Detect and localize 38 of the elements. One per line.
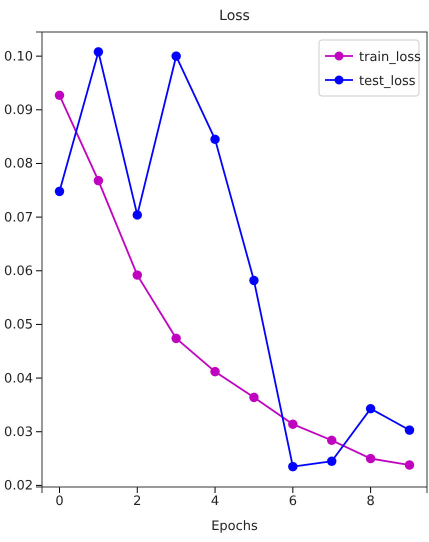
y-tick-label: 0.03 bbox=[4, 424, 33, 440]
point bbox=[366, 404, 376, 414]
y-tick-label: 0.10 bbox=[4, 49, 33, 64]
x-tick-label: 8 bbox=[366, 494, 375, 510]
point bbox=[249, 392, 259, 402]
point bbox=[404, 460, 414, 470]
point bbox=[132, 270, 142, 280]
x-tick-label: 4 bbox=[210, 494, 220, 510]
y-tick-label: 0.09 bbox=[4, 102, 33, 118]
x-tick-label: 6 bbox=[288, 494, 297, 510]
y-tick-label: 0.07 bbox=[4, 210, 33, 226]
point bbox=[54, 186, 64, 196]
point bbox=[288, 420, 298, 429]
point bbox=[249, 276, 259, 286]
point bbox=[404, 425, 414, 435]
point bbox=[132, 210, 142, 220]
point bbox=[327, 436, 336, 446]
point bbox=[327, 456, 336, 466]
legend-label: test_loss bbox=[359, 74, 416, 89]
x-tick-label: 2 bbox=[133, 494, 142, 510]
point bbox=[94, 176, 104, 186]
point bbox=[210, 134, 220, 144]
y-tick-label: 0.08 bbox=[4, 156, 33, 172]
y-tick-label: 0.02 bbox=[4, 478, 33, 494]
legend-label: train_loss bbox=[359, 50, 422, 65]
point bbox=[366, 454, 376, 464]
point bbox=[288, 462, 298, 472]
y-tick-label: 0.06 bbox=[4, 264, 33, 279]
x-tick-label: 0 bbox=[55, 494, 64, 510]
point bbox=[210, 366, 220, 376]
chart-title: Loss bbox=[219, 8, 250, 24]
y-tick-label: 0.04 bbox=[4, 371, 33, 386]
point bbox=[171, 334, 181, 344]
point bbox=[171, 51, 181, 61]
y-tick-label: 0.05 bbox=[4, 318, 33, 333]
x-axis-title: Epochs bbox=[211, 519, 258, 534]
point bbox=[54, 90, 64, 100]
point bbox=[94, 47, 104, 57]
